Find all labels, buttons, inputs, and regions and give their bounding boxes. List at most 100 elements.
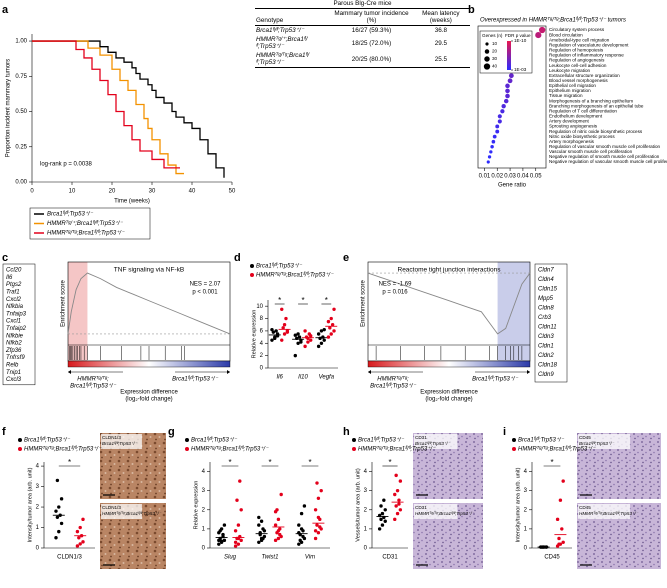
rank-bar xyxy=(367,360,531,368)
y-tick-label: 2 xyxy=(202,507,206,513)
annotation: log-rank p = 0.0038 xyxy=(40,162,93,168)
y-axis-label: Intensity/tumor area (arb. unit) xyxy=(27,467,33,542)
data-point xyxy=(274,329,278,333)
data-point xyxy=(296,332,300,336)
y-tick-label: 2 xyxy=(36,505,40,511)
arrow-head xyxy=(368,370,371,374)
y-tick-label: 0 xyxy=(202,546,206,552)
significance: * xyxy=(388,458,391,467)
data-point xyxy=(560,527,564,531)
term-label: Endothelium development xyxy=(549,114,603,119)
chart-title: Reactome tight junction interactions xyxy=(398,267,502,274)
x-tick-label: 0.05 xyxy=(530,174,542,180)
data-point xyxy=(276,536,281,541)
legend-box xyxy=(29,207,151,240)
data-point xyxy=(54,536,58,540)
panel-label: a xyxy=(2,4,9,16)
y-tick-label: 3 xyxy=(202,488,206,494)
term-label: Regulation of T cell differentiation xyxy=(549,108,617,113)
legend-label: HMMRᵀᵍ/ᵀᵍ;Brca1ᶠˡ/ᶠˡ;Trp53⁺/⁻ xyxy=(358,446,436,453)
data-point xyxy=(393,492,397,497)
data-point xyxy=(297,523,301,527)
gene-label: Tnfaip3 xyxy=(6,311,27,317)
table-row: Brca1ᶠˡ/ᶠˡ;Trp53⁺/⁻ 16/27 (59.3%) 36.8 xyxy=(255,26,470,36)
data-point xyxy=(273,523,278,527)
micrograph-marker: CLDN1/3 xyxy=(102,435,121,440)
x-tick-label: Vegfa xyxy=(319,375,335,381)
gene-label: Tnfaip2 xyxy=(6,326,27,332)
y-tick-label: 4 xyxy=(364,469,368,475)
micrograph-genotype: HMMRᵀᵍ/ᵀᵍ;Brca1ᶠˡ/ᶠˡ;Trp53⁺/⁻ xyxy=(579,511,639,516)
y-tick-label: 0 xyxy=(36,546,40,552)
y-tick-label: 2 xyxy=(364,507,368,513)
arrow-head xyxy=(68,370,71,374)
term-dot xyxy=(535,31,542,39)
data-point xyxy=(332,307,336,311)
gene-label: Ptgs2 xyxy=(6,282,22,288)
left-label: HMMRᵀᵍ/ᵀᵍ; xyxy=(377,376,409,383)
caption-bg xyxy=(578,504,631,519)
data-point xyxy=(285,330,290,334)
legend-label: Brca1ᶠˡ/ᶠˡ;Trp53⁺/⁻ xyxy=(24,437,71,444)
legend-label: HMMRᵀᵍ/ᵀᵍ;Brca1ᶠˡ/ᶠˡ;Trp53⁺/⁻ xyxy=(256,272,334,279)
data-point xyxy=(380,523,385,527)
term-dot xyxy=(507,78,513,84)
data-point xyxy=(59,521,64,526)
y-tick-label: 0.50 xyxy=(15,109,27,115)
table-cell: 16/27 (59.3%) xyxy=(351,27,392,34)
legend-dot xyxy=(185,438,189,442)
data-point xyxy=(299,527,304,531)
chart-title: TNF signaling via NF-kB xyxy=(114,267,184,274)
legend-dot xyxy=(250,273,254,277)
data-point xyxy=(379,504,383,508)
term-label: Regulation of vascular smooth muscle cel… xyxy=(549,144,661,149)
left-label: HMMRᵀᵍ/ᵀᵍ; xyxy=(77,376,109,383)
micrograph-genotype: HMMRᵀᵍ/ᵀᵍ;Brca1ᶠˡ/ᶠˡ;Trp53⁺/⁻ xyxy=(415,511,475,516)
y-axis-label: Enrichment score xyxy=(361,279,367,326)
data-point xyxy=(278,532,282,537)
legend-label: Brca1ᶠˡ/ᶠˡ;Trp53⁺/⁻ xyxy=(518,437,565,444)
legend-label: HMMRᵀᵍ/ᵀᵍ;Brca1ᶠˡ/ᶠˡ;Trp53⁺/⁻ xyxy=(191,446,269,453)
y-tick-label: 3 xyxy=(36,484,40,490)
term-dot xyxy=(495,129,500,134)
data-point xyxy=(280,338,284,342)
size-legend-title: Genes (n) xyxy=(482,33,503,38)
data-point xyxy=(326,335,331,339)
data-point xyxy=(561,479,565,483)
data-point xyxy=(259,538,264,543)
legend-dot xyxy=(18,438,22,442)
data-point xyxy=(379,517,383,522)
term-label: Morphogenesis of a branching epithelium xyxy=(549,98,633,103)
table-body: Brca1ᶠˡ/ᶠˡ;Trp53⁺/⁻ 16/27 (59.3%) 36.8 HMMR… xyxy=(255,26,470,68)
y-tick-label: 1 xyxy=(36,525,40,531)
legend-label: Brca1ᶠˡ/ᶠˡ;Trp53⁺/⁻ xyxy=(358,437,405,444)
gene-label: Tnfrsf9 xyxy=(6,355,25,361)
size-legend-label: 40 xyxy=(492,64,498,69)
survival-curve xyxy=(32,40,184,175)
y-axis-label: Relative expression xyxy=(251,310,257,359)
data-point xyxy=(77,536,81,540)
micrograph-marker: CD45 xyxy=(579,505,591,510)
panel-label: b xyxy=(468,4,475,16)
y-tick-label: 2 xyxy=(260,353,264,359)
data-point xyxy=(273,509,278,514)
gene-label: Nfkb2 xyxy=(6,341,22,347)
term-label: Sprouting angiogenesis xyxy=(549,124,598,129)
table-cell: 20/25 (80.0%) xyxy=(331,51,412,68)
data-point xyxy=(332,329,336,333)
rank-bar xyxy=(67,360,231,368)
significance: * xyxy=(68,458,71,467)
term-dot xyxy=(497,114,502,119)
data-point xyxy=(383,508,387,512)
y-tick-label: 6 xyxy=(260,328,264,334)
term-dot xyxy=(489,150,493,154)
term-dot xyxy=(487,155,492,159)
y-tick-label: 0 xyxy=(260,366,264,372)
data-point xyxy=(557,536,561,541)
y-axis-label: Proportion incident mammary tumors xyxy=(6,59,12,157)
data-point xyxy=(217,542,221,546)
data-point xyxy=(235,498,239,502)
gene-label: Cldn18 xyxy=(538,363,558,369)
data-point xyxy=(313,536,318,541)
data-point xyxy=(330,323,335,327)
